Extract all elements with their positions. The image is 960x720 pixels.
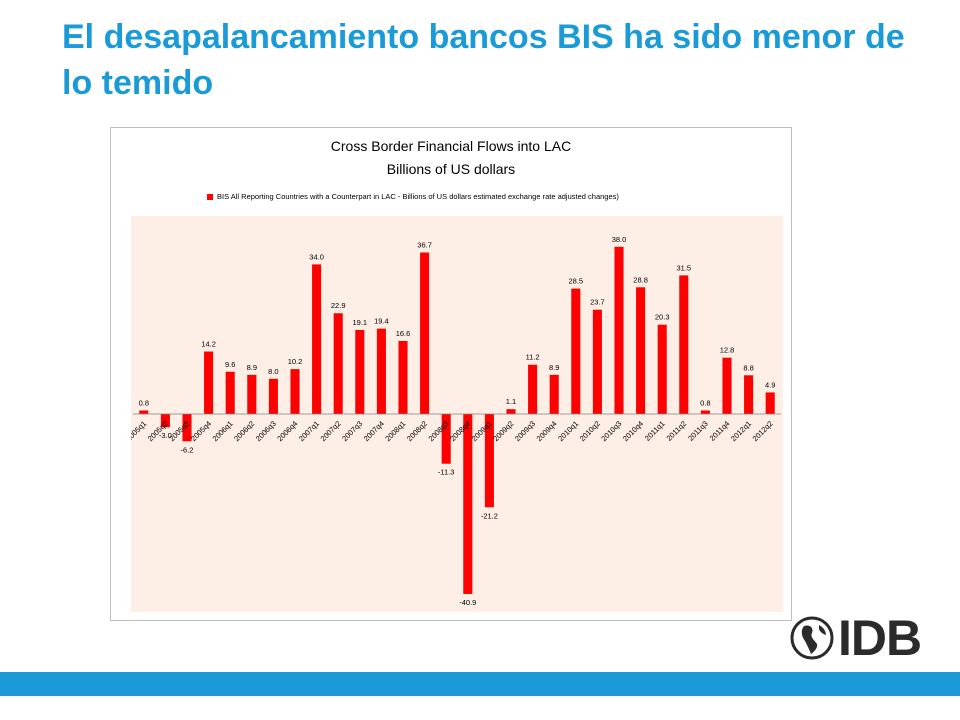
bar-2005q2 xyxy=(160,414,170,428)
bar-2009q3 xyxy=(528,364,538,414)
legend-swatch xyxy=(207,193,213,200)
bar-2010q4 xyxy=(636,287,646,414)
logo-text: IDB xyxy=(838,610,922,666)
bar-2007q1 xyxy=(312,264,322,414)
slide-title: El desapalancamiento bancos BIS ha sido … xyxy=(62,18,905,102)
bar-2008q1 xyxy=(398,340,408,414)
data-label-2007q2: 22.9 xyxy=(331,301,346,310)
data-label-2005q4: 14.2 xyxy=(201,340,216,349)
data-label-2009q1: -21.2 xyxy=(481,511,498,520)
bar-2010q1 xyxy=(571,288,581,414)
bar-2008q2 xyxy=(420,252,430,414)
chart-frame: Cross Border Financial Flows into LAC Bi… xyxy=(110,127,792,621)
bar-2009q4 xyxy=(549,374,559,414)
bar-2005q4 xyxy=(204,351,214,414)
chart-subtitle: Billions of US dollars xyxy=(386,161,516,177)
bar-2006q3 xyxy=(268,378,278,414)
bar-2011q4 xyxy=(722,357,732,414)
data-label-2009q2: 1.1 xyxy=(506,397,516,406)
data-label-2008q1: 16.6 xyxy=(396,329,411,338)
data-label-2005q2: -3.0 xyxy=(159,431,172,440)
bar-2010q3 xyxy=(614,246,624,414)
data-label-2007q3: 19.1 xyxy=(352,318,367,327)
bar-2007q2 xyxy=(333,313,343,414)
data-label-2006q1: 9.6 xyxy=(225,360,235,369)
bar-2008q4 xyxy=(463,414,473,594)
globe-icon xyxy=(790,616,834,660)
data-label-2009q3: 11.2 xyxy=(526,353,540,362)
data-label-2005q1: 0.8 xyxy=(139,398,149,407)
bar-2012q1 xyxy=(744,375,754,414)
bar-2011q2 xyxy=(679,275,689,414)
bar-2010q2 xyxy=(592,309,602,414)
bar-2011q3 xyxy=(700,410,710,414)
bar-2005q3 xyxy=(182,414,192,442)
data-label-2008q2: 36.7 xyxy=(417,241,432,250)
bar-2012q2 xyxy=(765,392,775,414)
bar-2005q1 xyxy=(139,410,149,414)
data-label-2012q1: 8.8 xyxy=(743,363,753,372)
data-label-2007q1: 34.0 xyxy=(309,252,324,261)
footer-bar xyxy=(0,672,960,696)
data-label-2010q4: 28.8 xyxy=(633,275,648,284)
bar-2011q1 xyxy=(657,324,667,414)
data-label-2006q3: 8.0 xyxy=(268,367,278,376)
bar-2009q1 xyxy=(484,414,494,508)
chart-legend: BIS All Reporting Countries with a Count… xyxy=(207,192,619,201)
bar-2006q2 xyxy=(247,374,257,414)
idb-logo: IDB xyxy=(790,610,930,666)
bar-2008q3 xyxy=(441,414,451,464)
chart-title: Cross Border Financial Flows into LAC xyxy=(330,138,572,154)
data-label-2009q4: 8.9 xyxy=(549,363,559,372)
legend-label: BIS All Reporting Countries with a Count… xyxy=(217,192,619,201)
bar-2009q2 xyxy=(506,409,516,414)
data-label-2008q3: -11.3 xyxy=(438,468,455,477)
data-label-2011q1: 20.3 xyxy=(655,313,670,322)
bar-2006q1 xyxy=(225,371,235,414)
data-label-2006q2: 8.9 xyxy=(247,363,257,372)
data-label-2010q1: 28.5 xyxy=(568,277,583,286)
data-label-2011q4: 12.8 xyxy=(720,346,735,355)
data-label-2012q2: 4.9 xyxy=(765,380,775,389)
data-label-2011q3: 0.8 xyxy=(700,398,710,407)
data-label-2008q4: -40.9 xyxy=(459,598,476,607)
bar-2007q3 xyxy=(355,329,365,414)
data-label-2011q2: 31.5 xyxy=(676,263,691,272)
data-label-2005q3: -6.2 xyxy=(181,445,194,454)
data-label-2006q4: 10.2 xyxy=(288,357,303,366)
data-label-2010q3: 38.0 xyxy=(612,235,627,244)
data-label-2007q4: 19.4 xyxy=(374,317,389,326)
bar-2006q4 xyxy=(290,369,300,414)
bar-2007q4 xyxy=(376,328,386,414)
data-label-2010q2: 23.7 xyxy=(590,298,605,307)
